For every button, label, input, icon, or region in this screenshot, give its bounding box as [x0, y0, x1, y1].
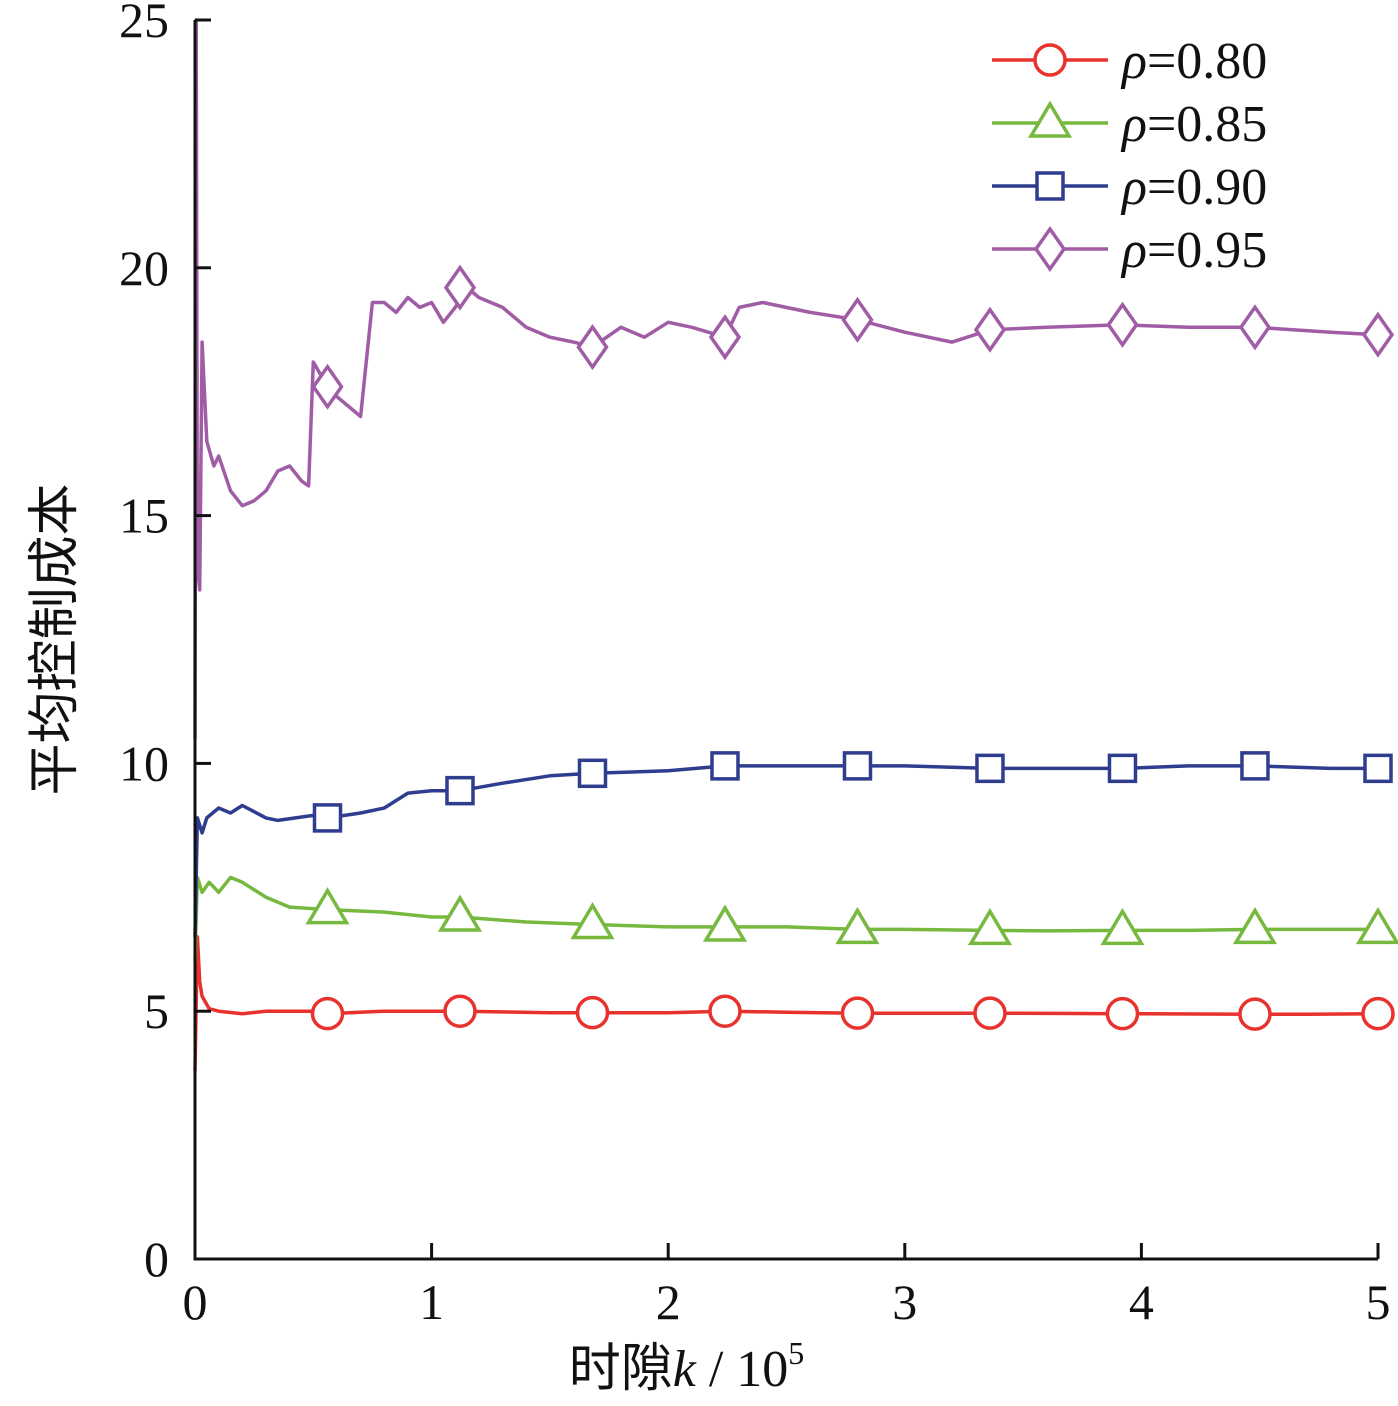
- series-marker-2: [975, 753, 1005, 784]
- x-tick-label: 0: [183, 1274, 208, 1330]
- y-tick-label: 25: [119, 0, 169, 48]
- x-tick-label: 2: [656, 1274, 681, 1330]
- series-marker-3: [841, 296, 874, 343]
- legend-marker-1: [1027, 100, 1073, 138]
- series-marker-0: [575, 995, 610, 1030]
- series-marker-0: [1238, 997, 1272, 1031]
- series-marker-2: [1240, 751, 1270, 781]
- legend-label-2: ρ=0.90: [1120, 159, 1267, 216]
- y-tick-label: 5: [144, 983, 169, 1039]
- series-marker-3: [708, 314, 742, 361]
- series-marker-2: [1107, 753, 1138, 784]
- series-marker-3: [311, 363, 344, 410]
- series-marker-1: [305, 887, 350, 925]
- series-marker-3: [1361, 311, 1395, 358]
- y-tick-label: 15: [119, 488, 169, 544]
- x-axis-title-main: 时隙: [569, 1341, 673, 1398]
- x-tick-label: 4: [1129, 1274, 1154, 1330]
- plot-area: 0 5 10 15 20 25 0 1 2 3 4 5: [119, 0, 1398, 1330]
- x-tick-label: 1: [419, 1274, 444, 1330]
- series-marker-1: [702, 904, 748, 942]
- y-tick-label: 20: [119, 240, 169, 296]
- series-marker-2: [445, 775, 475, 806]
- series-marker-2: [1363, 753, 1393, 784]
- series-marker-1: [1355, 906, 1398, 945]
- series-line-0: [193, 935, 1379, 1071]
- series-marker-2: [710, 751, 740, 781]
- series-marker-2: [577, 758, 608, 789]
- series-marker-0: [1361, 996, 1395, 1031]
- series-marker-1: [1232, 906, 1278, 945]
- legend: ρ=0.80 ρ=0.85 ρ=0.90 ρ=0.95: [992, 33, 1267, 279]
- series-marker-1: [967, 907, 1013, 946]
- x-axis-title-exponent: 5: [788, 1335, 804, 1371]
- series-marker-3: [1238, 304, 1272, 351]
- legend-label-3: ρ=0.95: [1120, 222, 1267, 279]
- series-marker-3: [443, 264, 477, 311]
- series-line-1: [193, 875, 1378, 962]
- legend-marker-3: [1033, 225, 1067, 273]
- legend-marker-2: [1035, 171, 1065, 201]
- series-marker-0: [840, 996, 875, 1030]
- y-tick-label: 0: [144, 1231, 169, 1287]
- series-marker-0: [443, 994, 477, 1028]
- series-marker-1: [835, 906, 880, 945]
- series-marker-0: [708, 994, 742, 1028]
- x-axis-title-unit: / 10: [696, 1341, 788, 1398]
- series-marker-3: [1106, 301, 1139, 348]
- legend-marker-0: [1033, 43, 1067, 77]
- y-tick-label: 10: [119, 735, 169, 791]
- marker-layer: [305, 264, 1398, 1031]
- series-marker-3: [973, 306, 1007, 353]
- x-axis-title-variable: k: [673, 1341, 697, 1398]
- y-axis-title: 平均控制成本: [27, 483, 84, 795]
- x-tick-label: 5: [1366, 1274, 1391, 1330]
- legend-label-1: ρ=0.85: [1120, 96, 1267, 153]
- series-marker-1: [570, 902, 615, 940]
- tick-layer: 0 5 10 15 20 25 0 1 2 3 4 5: [119, 0, 1391, 1330]
- series-marker-0: [1105, 996, 1140, 1031]
- series-marker-1: [437, 894, 483, 932]
- series-marker-3: [576, 324, 609, 371]
- legend-label-0: ρ=0.80: [1120, 33, 1267, 90]
- series-marker-2: [842, 751, 873, 781]
- series-marker-0: [310, 996, 345, 1031]
- x-axis-title: 时隙k / 105: [569, 1335, 805, 1398]
- series-marker-2: [312, 803, 343, 833]
- series-marker-0: [973, 996, 1007, 1030]
- x-tick-label: 3: [892, 1274, 917, 1330]
- series-line-3: [193, 18, 1379, 739]
- series-marker-1: [1100, 907, 1145, 946]
